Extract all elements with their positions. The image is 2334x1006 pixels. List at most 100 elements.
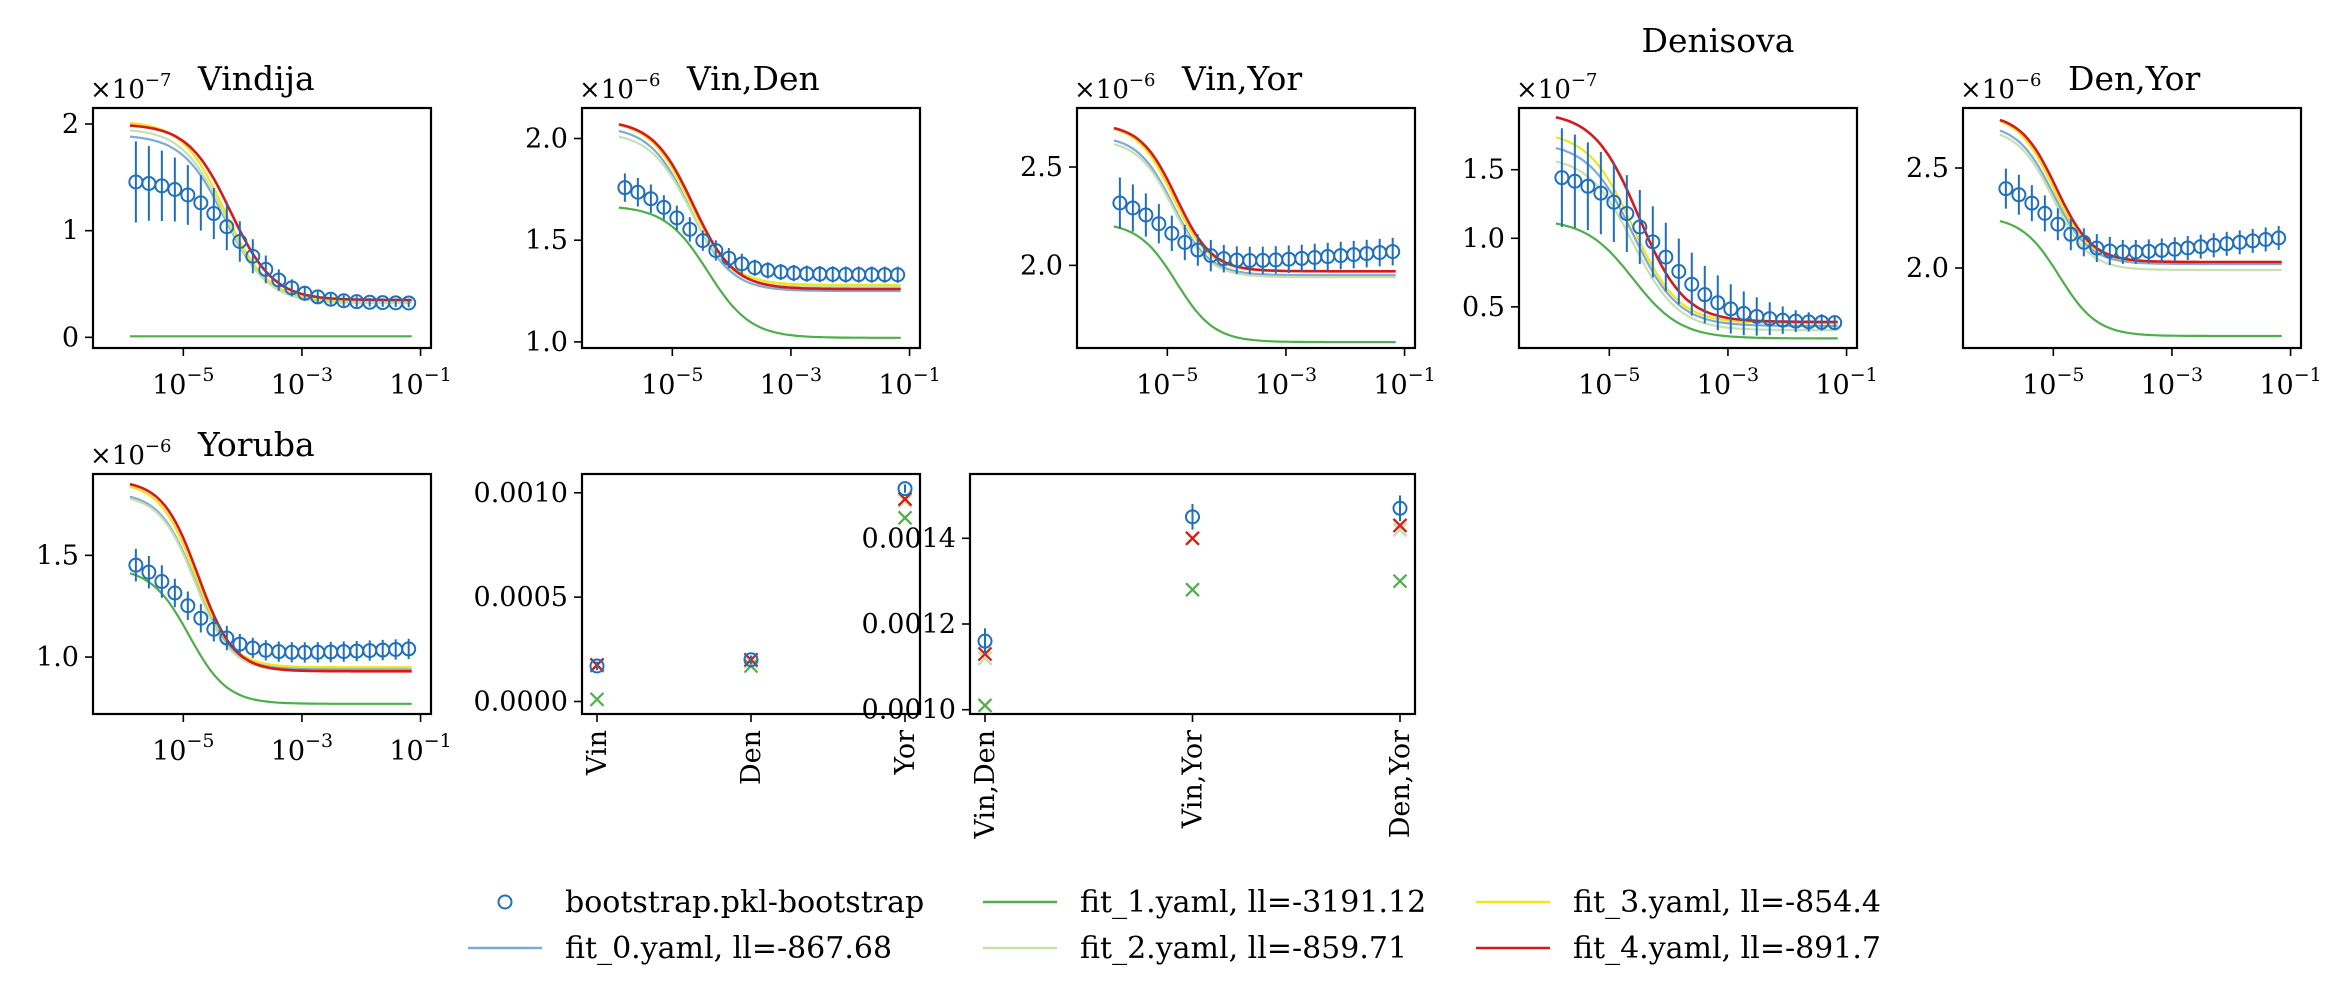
axis-multiplier: ×10−7 <box>1516 70 1597 105</box>
x-tick-label: 10−3 <box>2141 364 2203 401</box>
legend-label: fit_0.yaml, ll=-867.68 <box>565 931 892 966</box>
axis-multiplier: ×10−6 <box>1960 70 2041 105</box>
data-point <box>1606 194 1622 210</box>
x-tick-label: 10−1 <box>1815 364 1877 401</box>
y-tick-label: 1.0 <box>1462 223 1505 254</box>
axis-frame <box>968 472 1417 716</box>
legend-label: bootstrap.pkl-bootstrap <box>565 885 924 920</box>
y-tick-label: 1.5 <box>36 540 79 571</box>
y-tick-label: 2 <box>62 109 79 140</box>
data-point <box>2024 195 2040 211</box>
data-point <box>167 181 183 197</box>
axis-frame <box>91 472 433 716</box>
y-tick-label: 0 <box>62 322 79 353</box>
data-point <box>1125 200 1141 216</box>
data-point <box>401 641 417 657</box>
y-tick-label: 1 <box>62 216 79 247</box>
fit-2-line <box>129 129 412 305</box>
data-point <box>1619 206 1635 222</box>
x-tick-label: Den,Yor <box>1385 730 1416 838</box>
fit-4-line <box>1555 116 1838 324</box>
axis-multiplier: ×10−7 <box>90 70 171 105</box>
data-point <box>734 256 750 272</box>
data-point <box>206 621 222 637</box>
fit-1-marker <box>897 510 913 526</box>
x-tick-label: 10−5 <box>1136 364 1198 401</box>
fit-1-line <box>618 206 901 339</box>
y-tick-label: 2.0 <box>1906 253 1949 284</box>
legend-marker-icon <box>497 894 513 910</box>
panel-vin-yor: Vin,Yor ×10−6 2.0 2.5 10−5 10−3 10−1 <box>1020 59 1436 401</box>
data-point <box>2037 205 2053 221</box>
data-point <box>180 187 196 203</box>
data-point <box>2050 216 2066 232</box>
data-point <box>1164 225 1180 241</box>
data-point <box>977 633 993 649</box>
data-point <box>617 180 633 196</box>
data-point <box>1138 207 1154 223</box>
axis-multiplier: ×10−6 <box>90 436 171 471</box>
fit-4-line <box>1113 126 1396 273</box>
y-tick-label: 0.0010 <box>474 478 568 509</box>
data-point <box>682 221 698 237</box>
panel-title: Yoruba <box>197 425 315 464</box>
panel-title: Vindija <box>197 59 315 98</box>
y-tick-label: 0.0005 <box>474 582 568 613</box>
fit-4-marker <box>1392 518 1408 533</box>
data-point <box>708 242 724 258</box>
fit-1-marker <box>1392 573 1408 589</box>
y-tick-label: 0.0000 <box>474 686 568 717</box>
x-tick-label: 10−1 <box>2259 364 2321 401</box>
data-point <box>1723 301 1739 317</box>
legend-label: fit_1.yaml, ll=-3191.12 <box>1080 885 1426 920</box>
y-tick-label: 1.0 <box>36 642 79 673</box>
panel-title: Denisova <box>1642 21 1795 60</box>
x-tick-label: 10−5 <box>641 364 703 401</box>
x-tick-label: 10−3 <box>271 364 333 401</box>
data-point <box>2076 234 2092 250</box>
legend-item: bootstrap.pkl-bootstrap <box>497 885 924 920</box>
plot-area <box>128 121 417 338</box>
data-point <box>890 267 906 283</box>
fit-2-marker <box>897 493 913 509</box>
x-tick-label: 10−1 <box>1373 364 1435 401</box>
data-point <box>154 574 170 590</box>
fit-1-marker <box>1185 582 1200 597</box>
data-point <box>1112 195 1128 211</box>
fit-1-marker <box>589 692 605 707</box>
fit-2-line <box>1999 133 2282 272</box>
fit-3-line <box>618 123 901 286</box>
data-point <box>669 210 685 226</box>
data-point <box>271 272 287 288</box>
data-point <box>656 199 672 215</box>
panel-p6: 0.0000 0.0005 0.0010 Vin Den Yor <box>474 472 922 785</box>
fit-0-line <box>618 129 901 293</box>
data-point <box>1151 216 1167 232</box>
fit-1-line <box>1999 220 2282 338</box>
y-tick-label: 2.5 <box>1906 153 1949 184</box>
data-point <box>1177 234 1193 250</box>
legend: bootstrap.pkl-bootstrap fit_0.yaml, ll=-8… <box>468 885 1881 966</box>
x-tick-label: 10−3 <box>271 730 333 767</box>
data-point <box>141 564 157 580</box>
y-tick-label: 2.0 <box>525 124 568 155</box>
data-point <box>1827 315 1843 331</box>
data-point <box>128 557 144 573</box>
data-point <box>232 233 248 249</box>
data-point <box>1710 295 1726 311</box>
data-point <box>258 261 274 277</box>
data-point <box>1658 249 1674 265</box>
plot-area <box>1112 126 1401 344</box>
fit-4-marker <box>1185 531 1200 546</box>
fit-0-line <box>1113 139 1396 277</box>
legend-label: fit_2.yaml, ll=-859.71 <box>1080 931 1407 966</box>
axis-frame <box>91 106 433 350</box>
panel-title: Den,Yor <box>2068 59 2201 98</box>
data-point <box>1567 173 1583 189</box>
axis-frame <box>1517 106 1859 350</box>
plot-area <box>977 495 1408 713</box>
data-point <box>219 630 235 646</box>
data-point <box>245 248 261 264</box>
x-tick-label: 10−5 <box>1578 364 1640 401</box>
legend-label: fit_3.yaml, ll=-854.4 <box>1573 885 1881 920</box>
